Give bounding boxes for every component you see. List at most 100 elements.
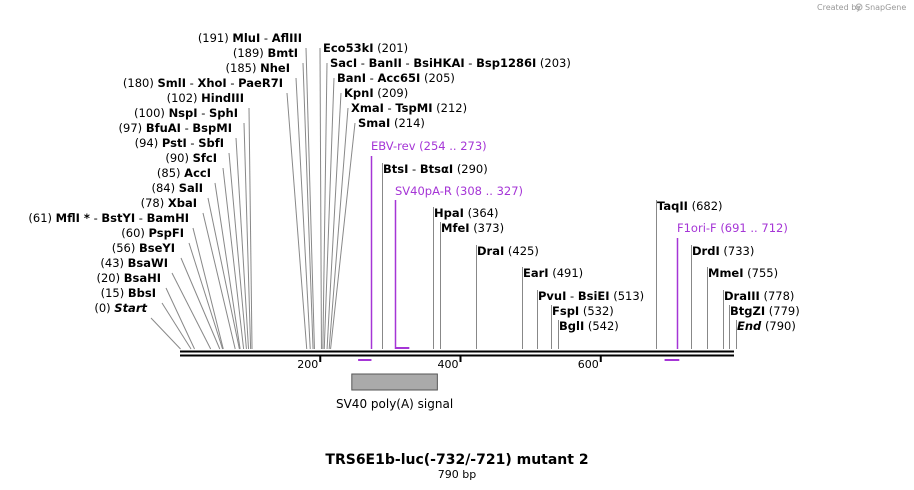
site-position: (94) [135, 136, 159, 150]
leader-line [323, 77, 335, 350]
right-site-label-pvui: PvuI - BsiEI (513) [538, 289, 644, 303]
site-position: (425) [508, 244, 539, 258]
site-position: (373) [473, 221, 504, 235]
map-title-block: TRS6E1b-luc(-732/-721) mutant 2 790 bp [325, 452, 588, 481]
enzyme-name: XbaI [168, 196, 197, 210]
enzyme-name: MflI * [56, 211, 90, 225]
site-position: (84) [151, 181, 175, 195]
primer-range: (691 .. 712) [720, 221, 788, 235]
enzyme-name: Eco53kI [323, 41, 374, 55]
enzyme-name: NheI [260, 61, 290, 75]
enzyme-name: MluI [232, 31, 260, 45]
primer-range: (254 .. 273) [419, 139, 487, 153]
enzyme-name: AflIII [272, 31, 302, 45]
leader-line [286, 92, 308, 350]
right-site-label-eco53ki: Eco53kI (201) [323, 41, 408, 55]
enzyme-name: BseYI [139, 241, 175, 255]
enzyme-name: BtsαI [420, 162, 453, 176]
enzyme-name: BglI [559, 319, 584, 333]
left-site-label-xbai: (78) XbaI [141, 196, 197, 210]
site-position: (364) [468, 206, 499, 220]
left-site-label-start: (0) Start [94, 301, 147, 315]
site-position: (97) [119, 121, 143, 135]
enzyme-name: SmlI [158, 76, 187, 90]
left-site-label-bfuai: (97) BfuAI - BspMI [119, 121, 232, 135]
enzyme-name: BtgZI [730, 304, 765, 318]
enzyme-name: XmaI [351, 101, 384, 115]
feature-track: SV40 poly(A) signal [336, 373, 453, 411]
enzyme-name: PstI [162, 136, 187, 150]
site-position: (100) [134, 106, 165, 120]
enzyme-name: TaqII [657, 199, 688, 213]
enzyme-labels: (191) MluI - AflIII(189) BmtI(185) NheI(… [28, 31, 799, 333]
enzyme-name: DraI [477, 244, 504, 258]
site-position: (191) [198, 31, 229, 45]
enzyme-name: KpnI [344, 86, 374, 100]
site-position: (733) [723, 244, 754, 258]
leader-line [295, 77, 311, 350]
enzyme-name: SphI [209, 106, 238, 120]
site-position: (212) [436, 101, 467, 115]
site-position: (20) [96, 271, 120, 285]
leader-line [188, 242, 224, 350]
map-title: TRS6E1b-luc(-732/-721) mutant 2 [325, 452, 588, 468]
right-site-label-btsi: BtsI - BtsαI (290) [383, 162, 488, 176]
enzyme-name: HindIII [201, 91, 244, 105]
enzyme-name: AccI [184, 166, 211, 180]
right-site-label-eari: EarI (491) [523, 266, 583, 280]
enzyme-name: SmaI [358, 116, 390, 130]
site-position: (513) [613, 289, 644, 303]
site-position: (290) [457, 162, 488, 176]
left-site-label-smli: (180) SmlI - XhoI - PaeR7I [123, 76, 283, 90]
leader-line [202, 212, 236, 350]
site-position: (43) [100, 256, 124, 270]
enzyme-name: BsaHI [124, 271, 161, 285]
site-position: (778) [763, 289, 794, 303]
primer-label-ebv-rev: EBV-rev (254 .. 273) [371, 139, 487, 153]
site-position: (205) [424, 71, 455, 85]
enzyme-name: Start [114, 301, 147, 315]
primer-name: SV40pA-R [395, 184, 452, 198]
left-site-label-sfci: (90) SfcI [165, 151, 217, 165]
enzyme-name: Bsp1286I [476, 56, 536, 70]
enzyme-name: TspMI [395, 101, 432, 115]
enzyme-name: BsaWI [128, 256, 168, 270]
site-position: (180) [123, 76, 154, 90]
enzyme-name: DrdI [692, 244, 720, 258]
right-site-label-drai: DraI (425) [477, 244, 539, 258]
enzyme-name: MfeI [441, 221, 470, 235]
enzyme-name: FspI [552, 304, 579, 318]
enzyme-name: MmeI [708, 266, 744, 280]
enzyme-name: SacI [330, 56, 357, 70]
site-position: (532) [583, 304, 614, 318]
snapgene-logo-icon [855, 3, 863, 11]
enzyme-name: BanI [337, 71, 366, 85]
left-site-label-mlui: (191) MluI - AflIII [198, 31, 302, 45]
right-site-label-smai: SmaI (214) [358, 116, 425, 130]
site-position: (85) [157, 166, 181, 180]
primer-name: EBV-rev [371, 139, 416, 153]
left-site-label-mfli: (61) MflI * - BstYI - BamHI [28, 211, 189, 225]
enzyme-name: XhoI [197, 76, 226, 90]
right-site-label-bani: BanI - Acc65I (205) [337, 71, 455, 85]
ruler-tick-label: 200 [297, 358, 318, 371]
leader-line [207, 197, 240, 350]
enzyme-name: SfcI [193, 151, 217, 165]
primer-label-f1ori-f: F1ori-F (691 .. 712) [677, 221, 788, 235]
enzyme-name: BtsI [383, 162, 408, 176]
leader-line [180, 257, 221, 350]
left-site-label-bseyi: (56) BseYI [112, 241, 175, 255]
leader-line [228, 152, 247, 350]
site-position: (542) [588, 319, 619, 333]
site-position: (61) [28, 211, 52, 225]
left-site-label-nspi: (100) NspI - SphI [134, 106, 238, 120]
left-site-label-psti: (94) PstI - SbfI [135, 136, 224, 150]
left-site-label-acci: (85) AccI [157, 166, 211, 180]
site-position: (189) [233, 46, 264, 60]
leader-line [305, 47, 315, 350]
site-position: (790) [765, 319, 796, 333]
leader-line [322, 62, 328, 350]
leader-line [235, 137, 250, 350]
site-position: (78) [141, 196, 165, 210]
site-position: (15) [101, 286, 125, 300]
